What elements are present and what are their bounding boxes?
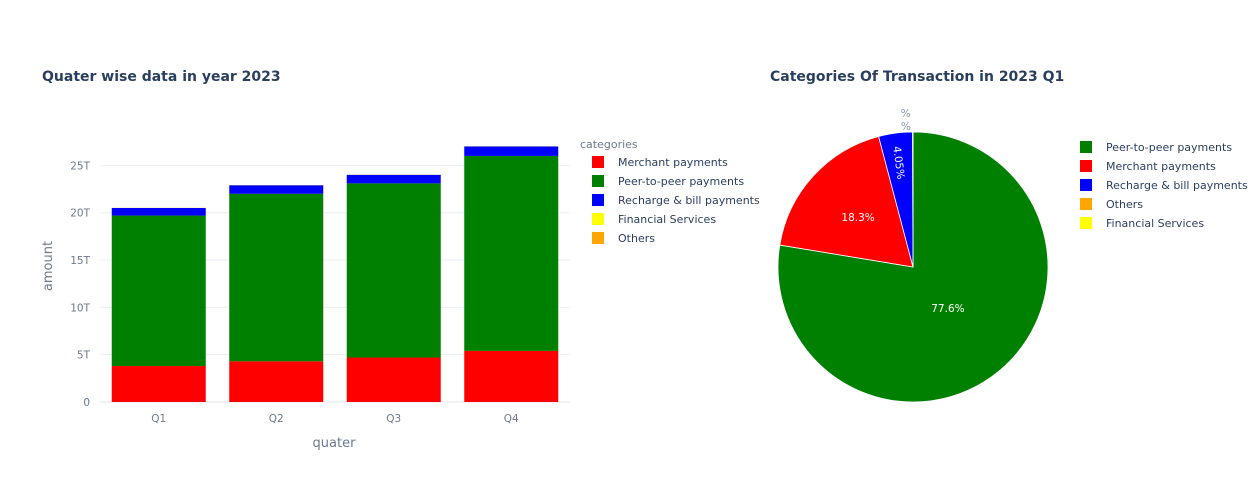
legend-label[interactable]: Others bbox=[618, 232, 655, 245]
bar-segment[interactable] bbox=[464, 146, 559, 156]
pie-outside-label: % bbox=[901, 108, 911, 120]
legend-label[interactable]: Recharge & bill payments bbox=[1106, 179, 1248, 192]
legend-label[interactable]: Merchant payments bbox=[618, 156, 728, 169]
bar-segment[interactable] bbox=[346, 183, 441, 358]
legend-label[interactable]: Recharge & bill payments bbox=[618, 194, 760, 207]
legend-swatch bbox=[1080, 141, 1092, 153]
x-tick-label: Q3 bbox=[386, 413, 401, 425]
bar-marks bbox=[111, 146, 559, 402]
legend-label[interactable]: Peer-to-peer payments bbox=[618, 175, 744, 188]
y-tick-label: 10T bbox=[70, 302, 90, 314]
legend-swatch bbox=[592, 175, 604, 187]
y-axis-title: amount bbox=[41, 241, 56, 291]
legend-swatch bbox=[1080, 198, 1092, 210]
legend-label[interactable]: Others bbox=[1106, 198, 1143, 211]
y-tick-label: 15T bbox=[70, 255, 90, 267]
bar-y-tick-labels: 0 5T 10T 15T 20T 25T bbox=[70, 160, 90, 409]
pie-chart: Categories Of Transaction in 2023 Q1 77.… bbox=[770, 69, 1248, 403]
pie-labels: 77.6% 18.3% 4.05%%% bbox=[841, 108, 964, 315]
bar-segment[interactable] bbox=[111, 215, 206, 367]
legend-label[interactable]: Financial Services bbox=[618, 213, 716, 226]
pie-outside-label: % bbox=[901, 121, 911, 133]
bar-segment[interactable] bbox=[346, 357, 441, 402]
y-tick-label: 5T bbox=[77, 350, 91, 362]
bar-segment[interactable] bbox=[464, 155, 559, 351]
legend-swatch bbox=[592, 213, 604, 225]
legend-label[interactable]: Financial Services bbox=[1106, 217, 1204, 230]
legend-swatch bbox=[1080, 160, 1092, 172]
bar-segment[interactable] bbox=[111, 207, 206, 216]
pie-slices bbox=[777, 131, 1049, 403]
legend-label[interactable]: Peer-to-peer payments bbox=[1106, 141, 1232, 154]
pie-slice[interactable] bbox=[779, 135, 914, 268]
pie-legend: Peer-to-peer payments Merchant payments Re… bbox=[1080, 141, 1248, 230]
pie-slice-label: 18.3% bbox=[841, 212, 874, 224]
bar-x-tick-labels: Q1 Q2 Q3 Q4 bbox=[151, 413, 519, 425]
x-tick-label: Q2 bbox=[269, 413, 284, 425]
pie-slice-label: 4.05% bbox=[890, 145, 906, 180]
legend-swatch bbox=[1080, 179, 1092, 191]
x-axis-title: quater bbox=[313, 436, 357, 451]
y-tick-label: 0 bbox=[83, 397, 90, 409]
legend-swatch bbox=[1080, 217, 1092, 229]
bar-legend: Merchant payments Peer-to-peer payments Re… bbox=[592, 156, 760, 245]
pie-slice-label: 77.6% bbox=[931, 303, 964, 315]
bar-segment[interactable] bbox=[229, 193, 324, 362]
legend-swatch bbox=[592, 194, 604, 206]
x-tick-label: Q4 bbox=[504, 413, 519, 425]
bar-segment[interactable] bbox=[229, 185, 324, 194]
bar-segment[interactable] bbox=[346, 174, 441, 184]
bar-segment[interactable] bbox=[464, 350, 559, 402]
pie-chart-title: Categories Of Transaction in 2023 Q1 bbox=[770, 69, 1064, 85]
y-tick-label: 25T bbox=[70, 160, 90, 172]
bar-segment[interactable] bbox=[111, 366, 206, 402]
y-tick-label: 20T bbox=[70, 208, 90, 220]
x-tick-label: Q1 bbox=[151, 413, 166, 425]
bar-chart: Quater wise data in year 2023 0 5T 10T 15T 2… bbox=[41, 69, 760, 451]
legend-swatch bbox=[592, 156, 604, 168]
legend-label[interactable]: Merchant payments bbox=[1106, 160, 1216, 173]
bar-segment[interactable] bbox=[229, 361, 324, 402]
legend-swatch bbox=[592, 232, 604, 244]
bar-legend-title: categories bbox=[580, 138, 638, 151]
bar-chart-title: Quater wise data in year 2023 bbox=[42, 69, 281, 85]
